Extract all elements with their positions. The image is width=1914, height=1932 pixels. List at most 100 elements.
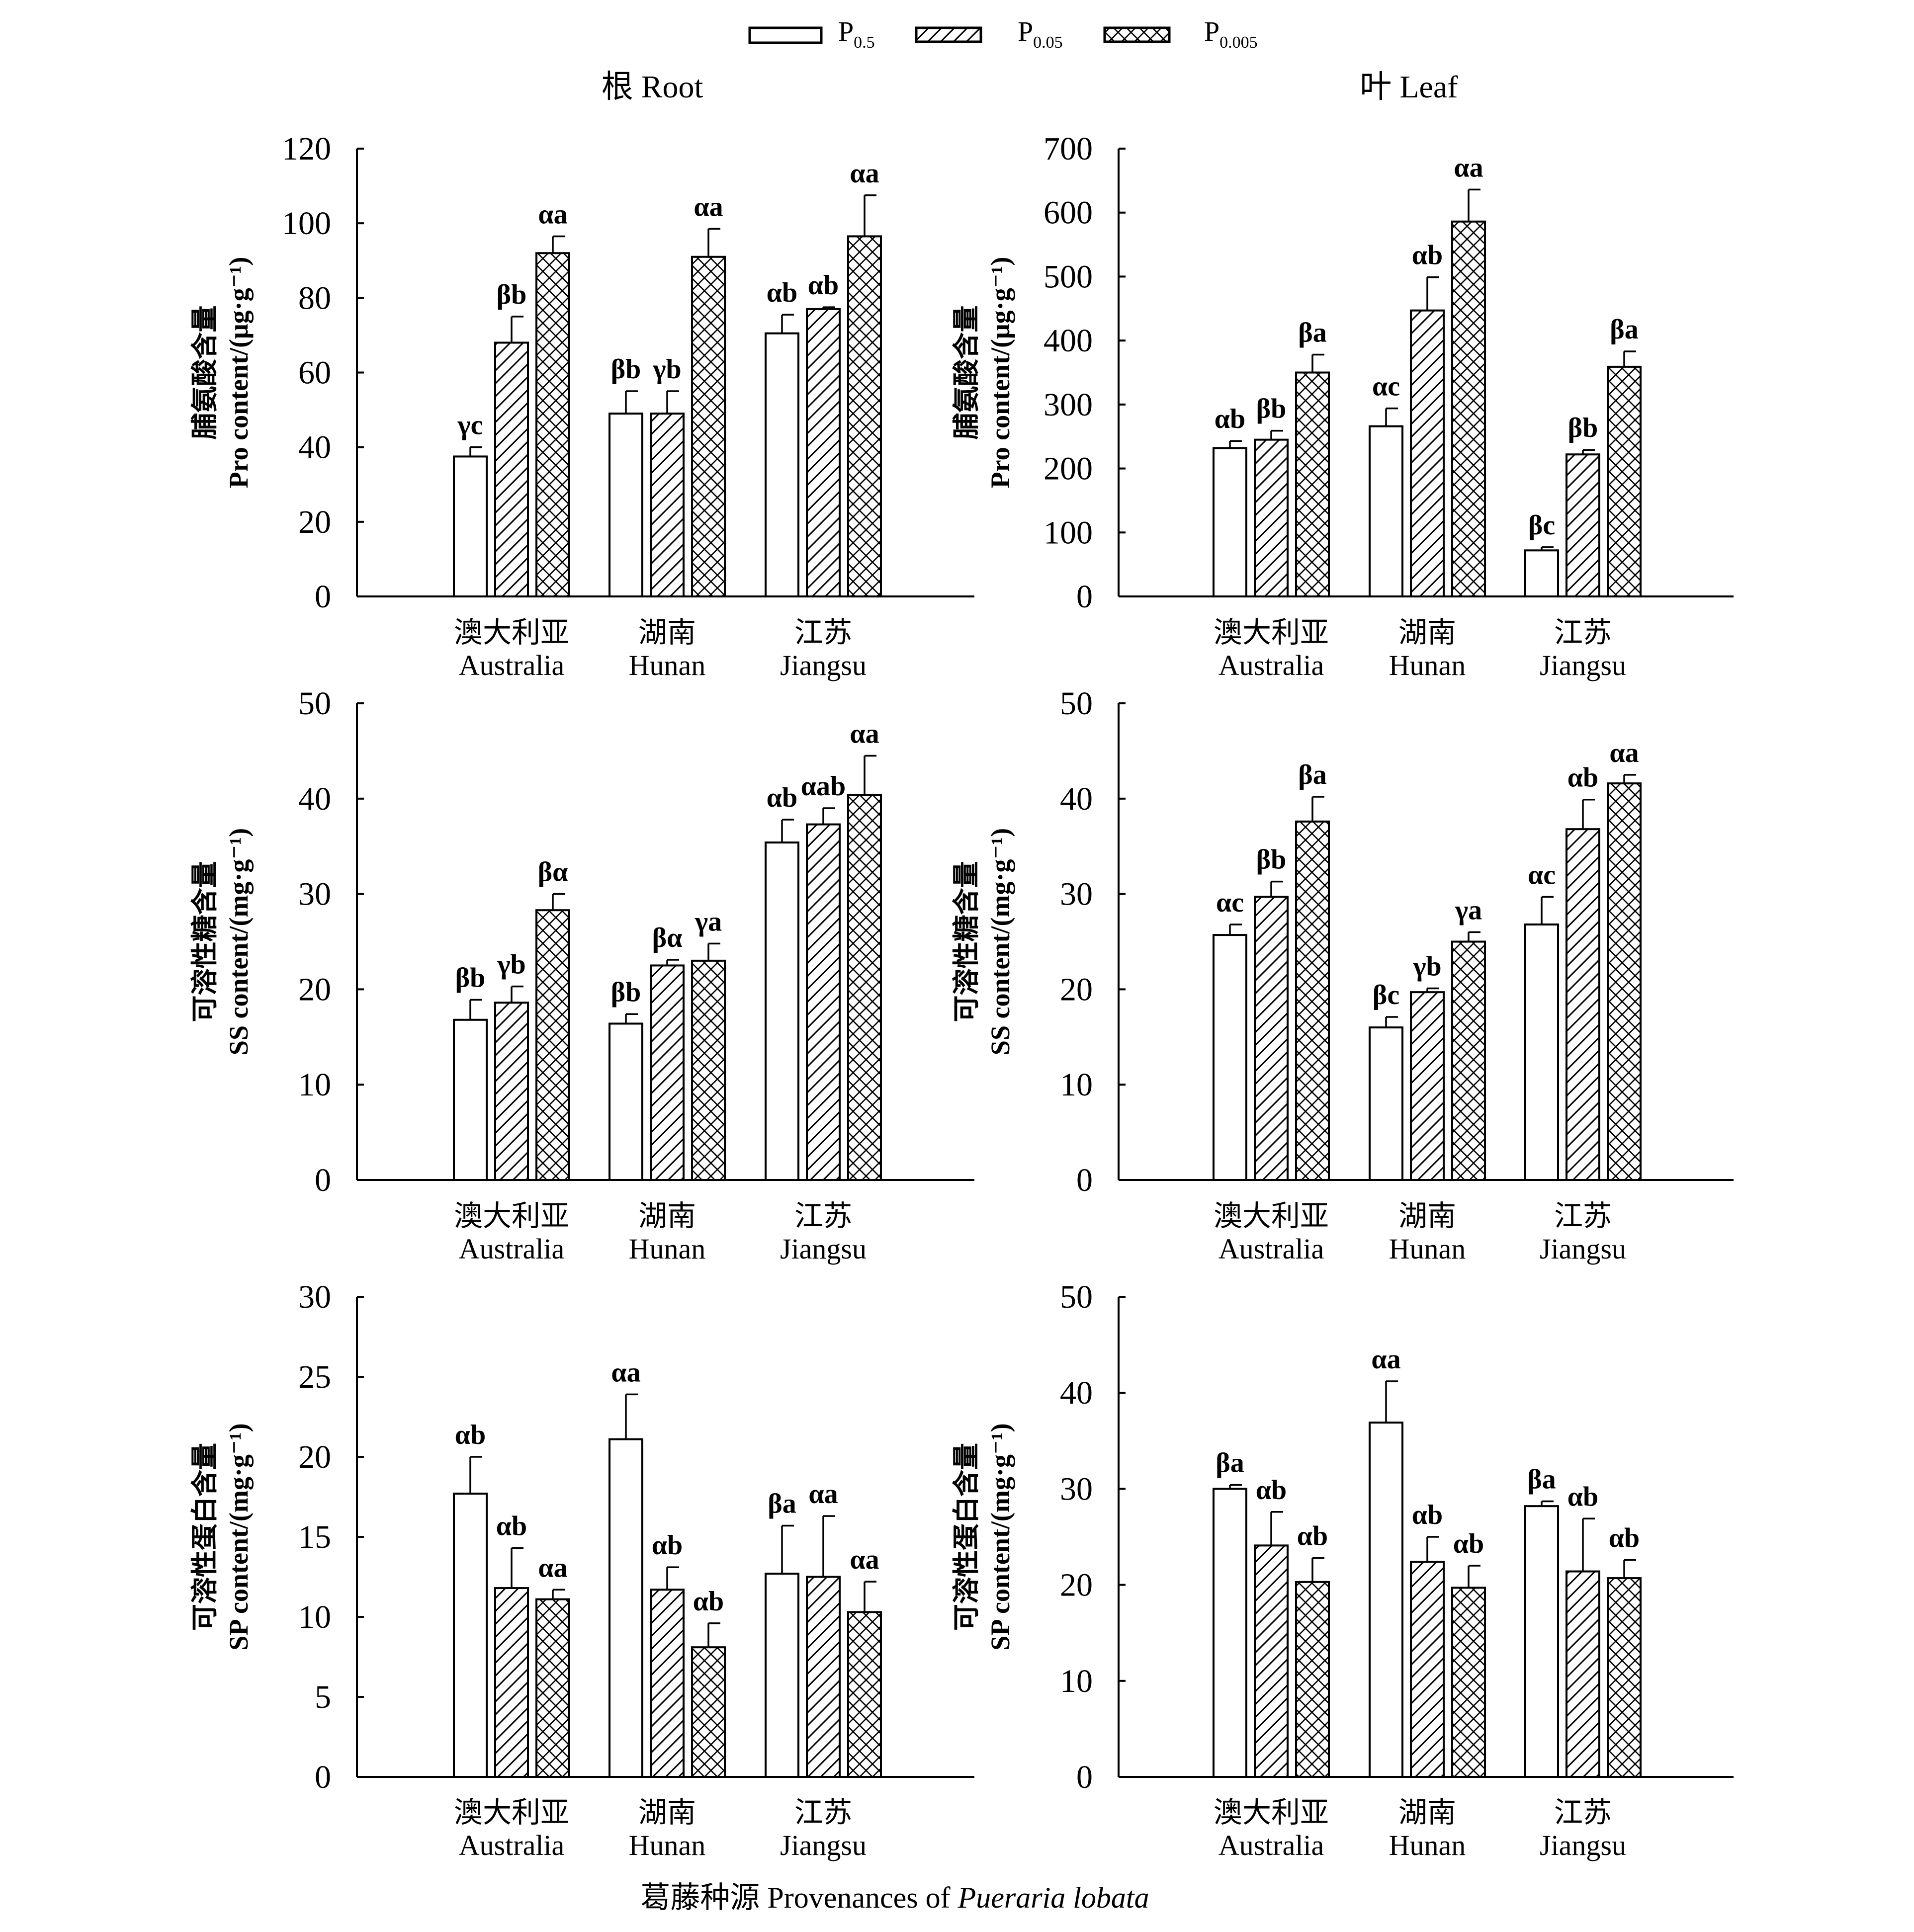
category-label-en: Australia bbox=[1218, 1233, 1324, 1265]
category-label-cn: 澳大利亚 bbox=[454, 1200, 569, 1232]
bar-p0005 bbox=[1451, 1587, 1486, 1778]
significance-label: αb bbox=[496, 1511, 527, 1542]
category-label-cn: 江苏 bbox=[794, 1796, 852, 1829]
bar-p005 bbox=[1410, 309, 1445, 597]
significance-label: αb bbox=[1412, 240, 1443, 271]
significance-label: βα bbox=[538, 857, 568, 888]
y-axis-label-cn: 可溶性蛋白含量 bbox=[952, 1443, 981, 1631]
significance-label: βb bbox=[497, 279, 527, 310]
column-title-leaf: 叶 Leaf bbox=[1360, 69, 1458, 104]
legend-swatch-empty bbox=[748, 26, 823, 44]
bar-p005 bbox=[1254, 896, 1289, 1181]
y-tick-label: 600 bbox=[1044, 195, 1093, 231]
legend-sub: 0.05 bbox=[1033, 33, 1063, 52]
bar-p005 bbox=[1410, 991, 1445, 1181]
y-tick-label: 80 bbox=[298, 280, 331, 316]
bar-p005 bbox=[650, 1589, 685, 1778]
significance-label: γa bbox=[695, 906, 722, 937]
bar-p05 bbox=[609, 413, 643, 597]
significance-label: αa bbox=[694, 191, 723, 222]
category-label-en: Jiangsu bbox=[1540, 1829, 1626, 1861]
bar-p05 bbox=[1369, 1026, 1403, 1181]
y-tick-label: 20 bbox=[298, 971, 331, 1008]
significance-label: βa bbox=[1216, 1448, 1244, 1479]
category-label-en: Jiangsu bbox=[780, 1233, 867, 1265]
y-axis-label-cn: 脯氨酸含量 bbox=[952, 306, 981, 440]
bar-p005 bbox=[1254, 1544, 1289, 1778]
bar-p05 bbox=[1213, 1488, 1247, 1778]
category-label-cn: 江苏 bbox=[1554, 1200, 1612, 1232]
bar-p0005 bbox=[535, 909, 570, 1181]
category-label-en: Australia bbox=[459, 1829, 565, 1861]
y-tick-label: 40 bbox=[298, 429, 331, 466]
y-tick-label: 700 bbox=[1044, 131, 1093, 167]
x-axis-caption: 葛藤种源 Provenances of Pueraria lobata bbox=[640, 1881, 1149, 1914]
bar-p0005 bbox=[691, 255, 726, 597]
category-label-en: Jiangsu bbox=[1540, 1233, 1626, 1265]
significance-label: γc bbox=[457, 410, 483, 441]
y-tick-label: 40 bbox=[298, 781, 331, 817]
significance-label: βb bbox=[1568, 413, 1598, 443]
y-tick-label: 30 bbox=[1060, 1471, 1093, 1507]
significance-label: αb bbox=[1453, 1528, 1484, 1559]
y-axis-label-en: Pro content/(μg·g⁻¹) bbox=[224, 257, 254, 489]
bar-p0005 bbox=[535, 1598, 570, 1778]
category-label-en: Australia bbox=[459, 1233, 565, 1265]
category-label-cn: 澳大利亚 bbox=[1214, 1796, 1329, 1829]
legend-label: P bbox=[1018, 16, 1033, 47]
bar-p05 bbox=[1524, 549, 1559, 597]
bar-p05 bbox=[1524, 1505, 1559, 1778]
bar-p005 bbox=[650, 964, 685, 1181]
significance-label: βc bbox=[1528, 510, 1555, 541]
legend: P0.5 P0.05 P0.005 bbox=[748, 16, 1258, 52]
bar-p05 bbox=[1213, 934, 1247, 1181]
y-tick-label: 15 bbox=[298, 1519, 331, 1555]
y-tick-label: 120 bbox=[282, 131, 331, 167]
y-axis-label-en: Pro content/(μg·g⁻¹) bbox=[985, 257, 1015, 489]
y-tick-label: 0 bbox=[1076, 1759, 1093, 1795]
significance-label: αa bbox=[538, 199, 567, 230]
bar-p0005 bbox=[847, 235, 882, 597]
bar-p0005 bbox=[1295, 371, 1330, 597]
legend-label: P bbox=[838, 16, 854, 47]
y-tick-label: 500 bbox=[1044, 258, 1093, 295]
y-tick-label: 5 bbox=[315, 1679, 331, 1715]
significance-label: αb bbox=[1412, 1500, 1443, 1530]
category-label-cn: 湖南 bbox=[1398, 616, 1456, 649]
bar-p005 bbox=[494, 1587, 529, 1778]
significance-label: αb bbox=[652, 1530, 683, 1561]
category-label-en: Hunan bbox=[629, 649, 706, 681]
bar-p05 bbox=[453, 455, 488, 597]
bar-p05 bbox=[1524, 923, 1559, 1181]
category-label-cn: 湖南 bbox=[1398, 1200, 1456, 1232]
bar-p05 bbox=[1213, 447, 1247, 598]
category-label-cn: 澳大利亚 bbox=[454, 1796, 569, 1829]
significance-label: αa bbox=[611, 1357, 640, 1388]
bar-p0005 bbox=[1607, 365, 1642, 597]
panel-root-sp: 0 5 10 15 20 25 30 可溶性蛋白含量 SP content/(mg·g⁻¹) αb… bbox=[190, 1279, 974, 1861]
y-axis-label-cn: 脯氨酸含量 bbox=[190, 306, 220, 440]
significance-label: βa bbox=[1298, 317, 1327, 348]
y-tick-label: 10 bbox=[1060, 1663, 1093, 1699]
bar-p005 bbox=[1410, 1561, 1445, 1778]
category-label-cn: 澳大利亚 bbox=[1214, 616, 1329, 649]
category-label-cn: 湖南 bbox=[638, 616, 696, 649]
significance-label: βc bbox=[1373, 980, 1399, 1010]
significance-label: αb bbox=[1609, 1522, 1640, 1553]
significance-label: αb bbox=[1215, 404, 1245, 434]
bar-p0005 bbox=[1451, 940, 1486, 1181]
significance-label: αb bbox=[1297, 1521, 1328, 1552]
bar-p0005 bbox=[847, 794, 882, 1181]
significance-label: βa bbox=[1527, 1464, 1556, 1495]
significance-label: βa bbox=[1298, 759, 1327, 790]
significance-label: αab bbox=[801, 771, 846, 802]
significance-label: αb bbox=[1567, 762, 1598, 793]
bar-p005 bbox=[494, 341, 529, 598]
bar-p0005 bbox=[1607, 1577, 1642, 1778]
y-tick-label: 100 bbox=[282, 205, 331, 242]
category-label-en: Australia bbox=[1218, 649, 1324, 681]
category-label-cn: 江苏 bbox=[1554, 1796, 1612, 1829]
y-tick-label: 20 bbox=[1060, 1567, 1093, 1603]
significance-label: γb bbox=[497, 949, 525, 980]
